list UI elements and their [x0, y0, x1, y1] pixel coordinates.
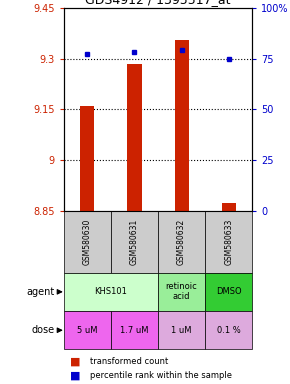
Bar [64, 311, 111, 349]
Bar [64, 211, 111, 273]
Text: KHS101: KHS101 [95, 287, 127, 296]
Text: transformed count: transformed count [90, 357, 168, 366]
Bar [158, 211, 205, 273]
Bar [64, 273, 158, 311]
Bar [175, 40, 189, 211]
Bar [111, 211, 158, 273]
Text: 1 uM: 1 uM [171, 326, 192, 335]
Bar [222, 203, 236, 211]
Text: GSM580632: GSM580632 [177, 219, 186, 265]
Text: GSM580633: GSM580633 [224, 219, 233, 265]
Text: GSM580631: GSM580631 [130, 219, 139, 265]
Text: GSM580630: GSM580630 [83, 219, 92, 265]
Text: 1.7 uM: 1.7 uM [120, 326, 149, 335]
Text: 0.1 %: 0.1 % [217, 326, 241, 335]
Bar [205, 273, 252, 311]
Bar [80, 106, 95, 211]
Bar [111, 311, 158, 349]
Text: ■: ■ [70, 370, 80, 381]
Text: percentile rank within the sample: percentile rank within the sample [90, 371, 232, 380]
Bar [205, 211, 252, 273]
Bar [205, 311, 252, 349]
Text: DMSO: DMSO [216, 287, 242, 296]
Title: GDS4912 / 1395517_at: GDS4912 / 1395517_at [85, 0, 231, 7]
Text: 5 uM: 5 uM [77, 326, 98, 335]
Text: ■: ■ [70, 356, 80, 367]
Bar [127, 64, 142, 211]
Text: dose: dose [31, 325, 55, 335]
Text: agent: agent [26, 287, 55, 297]
Text: retinoic
acid: retinoic acid [166, 283, 197, 301]
Bar [158, 273, 205, 311]
Bar [158, 311, 205, 349]
